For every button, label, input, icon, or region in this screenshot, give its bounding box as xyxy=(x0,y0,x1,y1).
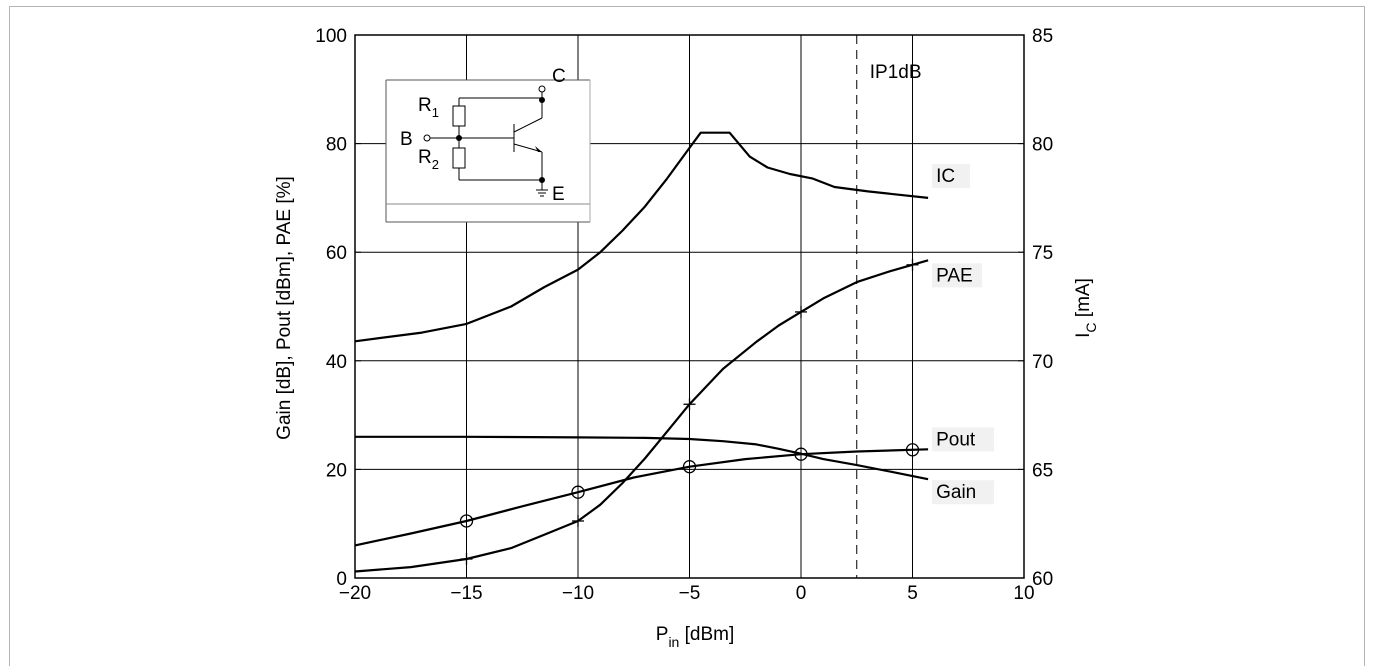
series-pae-label-bg xyxy=(932,263,983,288)
series-layer xyxy=(354,131,929,573)
y-right-axis-title: IC [mA] xyxy=(1073,278,1099,338)
node-e xyxy=(539,177,545,183)
y-left-axis-title: Gain [dB], Pout [dBm], PAE [%] xyxy=(274,176,295,440)
series-pae-marker xyxy=(795,305,807,318)
series-pae-marker xyxy=(572,514,584,527)
series-pae-label: PAE xyxy=(936,265,973,286)
series-pae-marker xyxy=(683,398,696,411)
y-right-tick-label: 75 xyxy=(1032,243,1053,264)
x-axis-title: Pin [dBm] xyxy=(656,624,735,650)
series-pae-line xyxy=(354,259,929,573)
inset-label-c: C xyxy=(552,66,566,87)
inset-label-b: B xyxy=(400,129,413,150)
resistor-r2 xyxy=(452,147,466,169)
y-left-tick-label: 0 xyxy=(336,569,347,590)
series-pout-marker xyxy=(459,514,474,528)
y-right-tick-label: 60 xyxy=(1032,569,1053,590)
series-ic-line xyxy=(354,131,929,343)
x-tick-label: 10 xyxy=(1013,583,1034,604)
x-tick-label: 0 xyxy=(796,583,807,604)
y-left-tick-label: 80 xyxy=(326,135,347,156)
series-ic-label: IC xyxy=(936,166,955,187)
series-gain-line xyxy=(355,435,929,481)
series-pout-marker xyxy=(905,443,920,457)
y-left-tick-label: 40 xyxy=(326,352,347,373)
terminal-b xyxy=(423,134,431,142)
series-pout-marker xyxy=(571,485,585,499)
resistor-r1 xyxy=(452,105,466,127)
y-right-tick-label: 80 xyxy=(1032,135,1053,156)
vline-layer: IP1dB xyxy=(856,35,922,578)
series-pout-label: Pout xyxy=(936,429,976,450)
figure-frame xyxy=(9,6,1365,666)
inset-label-r2: R2 xyxy=(418,147,439,172)
ip1db-label: IP1dB xyxy=(870,62,922,83)
inset-label-r1: R1 xyxy=(418,95,439,120)
emitter-arrow xyxy=(535,146,542,152)
series-gain-label-bg xyxy=(932,480,995,505)
series-pout-line xyxy=(354,448,929,547)
x-tick-label: −10 xyxy=(562,583,594,604)
y-right-tick-label: 65 xyxy=(1032,460,1053,481)
inset-circuit-diagram: R1 R2 B C E xyxy=(385,66,591,223)
inset-label-e: E xyxy=(552,184,565,205)
series-ic-label-bg xyxy=(932,163,971,188)
y-left-tick-label: 20 xyxy=(326,460,347,481)
series-pae-marker xyxy=(460,552,473,565)
x-tick-label: −20 xyxy=(339,583,371,604)
series-gain-label: Gain xyxy=(936,482,976,503)
x-tick-label: 5 xyxy=(907,583,918,604)
y-left-tick-label: 60 xyxy=(326,243,347,264)
inset-wires xyxy=(430,92,548,197)
series-labels: IC PAE Pout Gain xyxy=(932,163,995,505)
node-c xyxy=(539,97,545,103)
x-tick-label: −5 xyxy=(679,583,701,604)
y-left-tick-label: 100 xyxy=(315,26,347,47)
y-right-tick-label: 70 xyxy=(1032,352,1053,373)
terminal-c xyxy=(538,85,546,93)
y-right-tick-label: 85 xyxy=(1032,26,1053,47)
series-pout-marker xyxy=(682,460,697,474)
node-b xyxy=(456,135,462,141)
series-pae-marker xyxy=(906,258,919,271)
series-pout-label-bg xyxy=(932,427,995,452)
x-tick-label: −15 xyxy=(450,583,482,604)
